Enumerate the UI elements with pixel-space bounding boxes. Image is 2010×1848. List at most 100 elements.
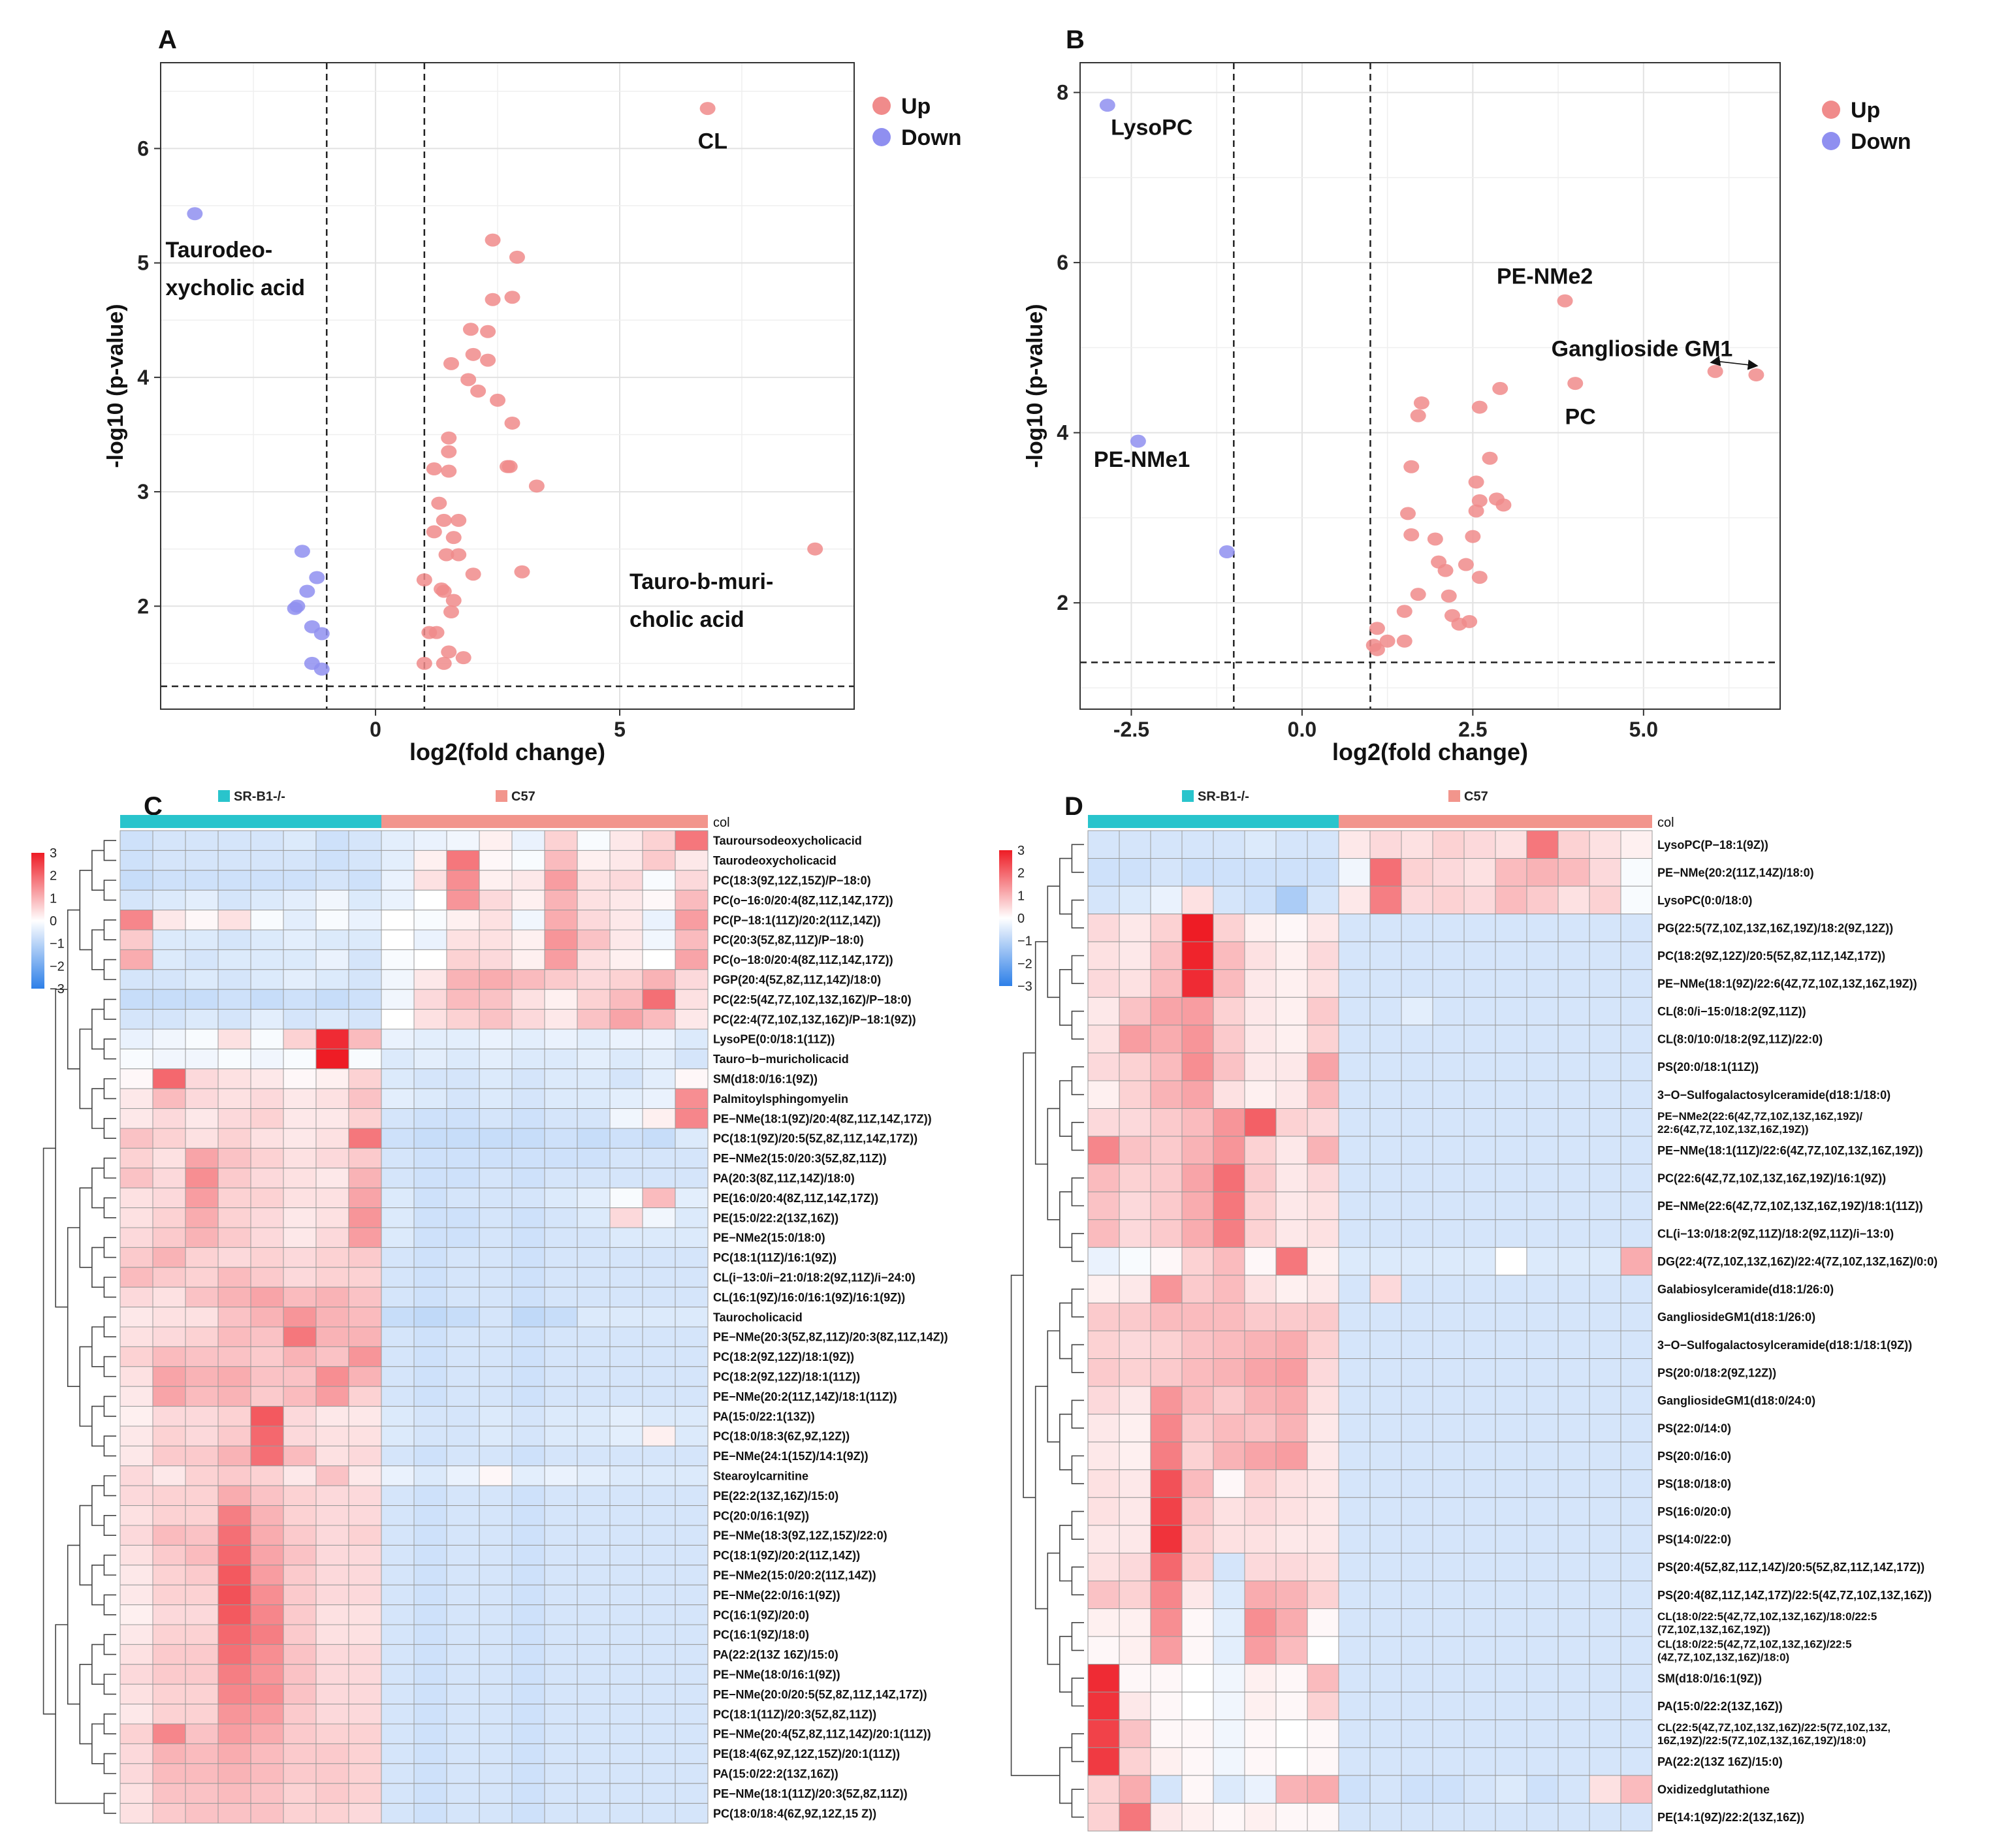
heatmap-cell [1244, 885, 1277, 915]
heatmap-cell [1495, 885, 1527, 915]
heatmap-cell [642, 1028, 676, 1049]
heatmap-cell [315, 1644, 349, 1665]
heatmap-cell [1150, 941, 1183, 970]
heatmap-cell [675, 1624, 709, 1645]
heatmap-cell [1307, 1164, 1339, 1192]
heatmap-cell [348, 1544, 382, 1566]
heatmap-cell [1119, 1275, 1151, 1303]
heatmap-cell [1150, 1052, 1183, 1081]
heatmap-cell [250, 929, 284, 950]
heatmap-cell [544, 1644, 578, 1665]
heatmap-cell [1463, 1497, 1496, 1526]
row-label: PC(16:1(9Z)/18:0) [713, 1629, 809, 1642]
heatmap-cell [1620, 1247, 1653, 1276]
heatmap-cell [120, 1723, 153, 1744]
heatmap-cell [120, 1048, 153, 1070]
heatmap-cell [479, 1426, 513, 1446]
heatmap-cell [217, 1704, 251, 1725]
heatmap-cell [1495, 1025, 1527, 1053]
heatmap-cell [1087, 1608, 1120, 1637]
heatmap-cell [413, 969, 447, 990]
heatmap-cell [1526, 1191, 1559, 1220]
group-bar-cell [381, 815, 414, 828]
heatmap-cell [642, 1009, 676, 1030]
heatmap-cell [1557, 1441, 1590, 1471]
group-bar-cell [414, 815, 447, 828]
data-point-up [451, 548, 467, 562]
heatmap-cell [1369, 1330, 1402, 1360]
heatmap-cell [315, 1544, 349, 1566]
heatmap-cell [348, 910, 382, 931]
heatmap-cell [1526, 1719, 1559, 1748]
heatmap-cell [250, 1783, 284, 1804]
heatmap-cell [1307, 1025, 1339, 1053]
heatmap-cell [1087, 1247, 1120, 1276]
plot-area [1079, 62, 1781, 710]
heatmap-cell [544, 1445, 578, 1467]
heatmap-cell [1181, 941, 1214, 970]
heatmap-cell [609, 1028, 643, 1049]
heatmap-cell [348, 1644, 382, 1665]
heatmap-cell [1369, 1025, 1402, 1053]
heatmap-cell [283, 870, 317, 891]
heatmap-cell [283, 1704, 317, 1725]
data-point-down [313, 662, 330, 676]
heatmap-cell [381, 1803, 415, 1824]
heatmap-cell [283, 1683, 317, 1705]
heatmap-cell [479, 1723, 513, 1744]
heatmap-cell [511, 1068, 545, 1089]
heatmap-cell [250, 1704, 284, 1725]
heatmap-cell [381, 870, 415, 891]
heatmap-cell [577, 1704, 611, 1725]
heatmap-cell [348, 989, 382, 1010]
heatmap-cell [642, 830, 676, 851]
heatmap-cell [479, 1227, 513, 1248]
heatmap-cell [675, 1286, 709, 1308]
color-legend-tick: 3 [50, 846, 57, 861]
heatmap-cell [609, 1147, 643, 1169]
heatmap-cell [413, 1783, 447, 1804]
heatmap-cell [1526, 1358, 1559, 1387]
group-bar-cell [1276, 815, 1307, 828]
heatmap-cell [446, 1307, 480, 1328]
heatmap-cell [1620, 1025, 1653, 1053]
heatmap-cell [1432, 885, 1465, 915]
heatmap-cell [1213, 996, 1245, 1026]
heatmap-cell [1119, 858, 1151, 887]
heatmap-cell [1401, 1080, 1433, 1109]
dendrogram-branch [91, 1326, 104, 1367]
heatmap-cell [1338, 1191, 1371, 1220]
group-legend-label: SR-B1-/- [1198, 789, 1249, 804]
heatmap-cell [283, 949, 317, 970]
heatmap-cell [1275, 1164, 1308, 1192]
heatmap-cell [1401, 1247, 1433, 1276]
heatmap-cell [413, 1426, 447, 1446]
heatmap-cell [1620, 1108, 1653, 1137]
heatmap-cell [217, 969, 251, 990]
heatmap-cell [283, 1009, 317, 1030]
heatmap-cell [1087, 1164, 1120, 1192]
heatmap-cell [1526, 1775, 1559, 1804]
heatmap-cell [120, 1326, 153, 1347]
heatmap-cell [1087, 1025, 1120, 1053]
heatmap-cell [250, 1009, 284, 1030]
heatmap-cell [1119, 1441, 1151, 1471]
group-legend-swatch [496, 790, 507, 802]
heatmap-cell [609, 1426, 643, 1446]
heatmap-cell [1432, 1191, 1465, 1220]
color-legend-tick: −3 [1017, 980, 1032, 994]
heatmap-cell [348, 1168, 382, 1188]
heatmap-cell [152, 1604, 186, 1625]
heatmap-cell [544, 1624, 578, 1645]
heatmap-cell [381, 969, 415, 990]
y-tick-label: 2 [1057, 591, 1068, 614]
dendrogram-branch [67, 1227, 80, 1387]
heatmap-cell [675, 1088, 709, 1109]
dendrogram-branch [1059, 1413, 1072, 1471]
heatmap-cell [1213, 1580, 1245, 1610]
group-bar-cell [1495, 815, 1527, 828]
data-point-up [443, 605, 459, 619]
heatmap-cell [1119, 1775, 1151, 1804]
heatmap-cell [642, 989, 676, 1010]
heatmap-cell [1244, 1497, 1277, 1526]
